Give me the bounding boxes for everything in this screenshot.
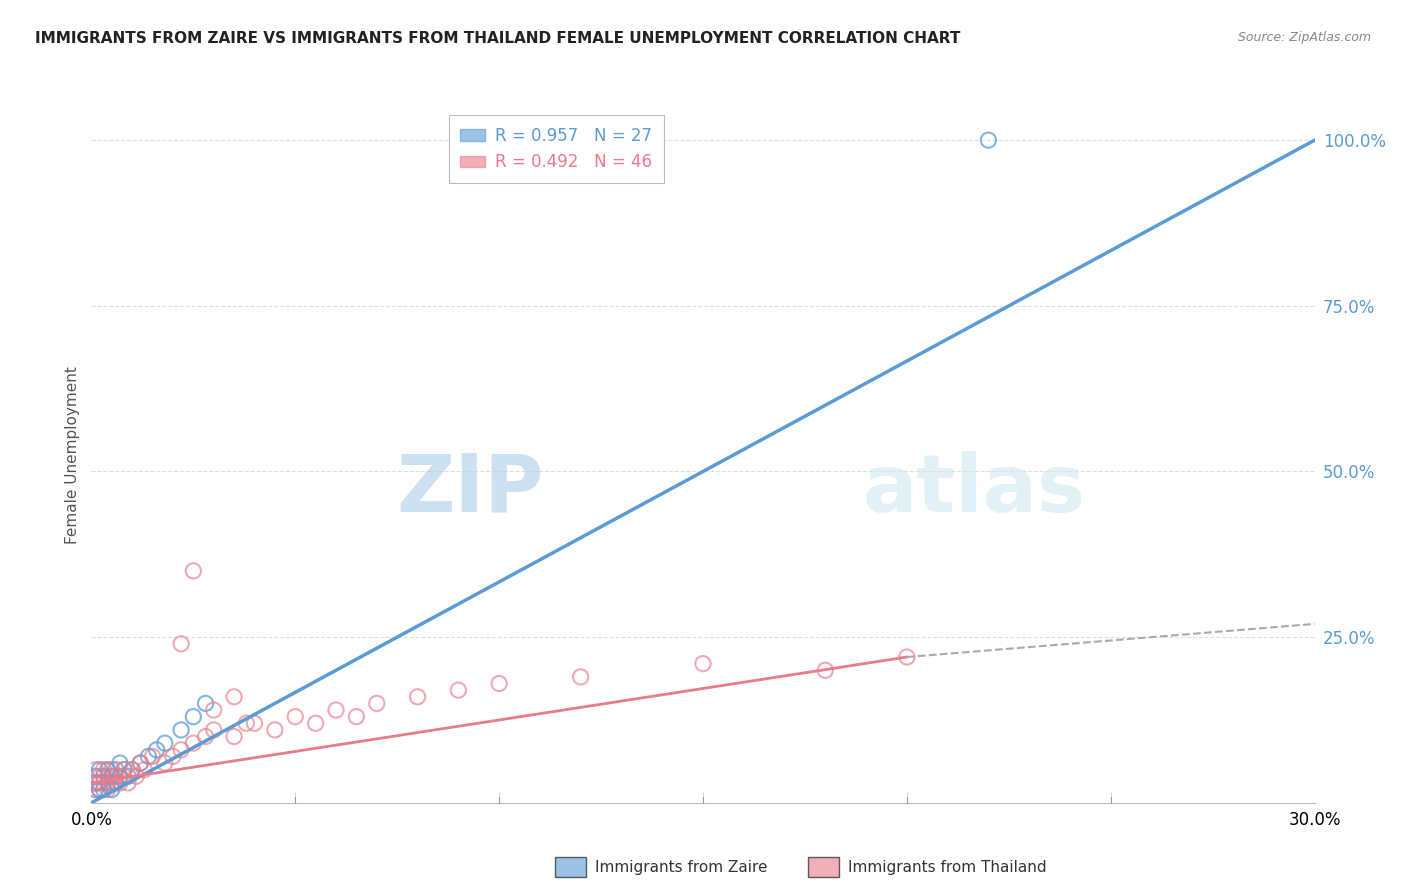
- Point: [194, 697, 217, 711]
- Point: [89, 763, 111, 777]
- Point: [222, 690, 246, 704]
- Point: [112, 763, 135, 777]
- Point: [138, 749, 160, 764]
- Point: [104, 769, 127, 783]
- Point: [366, 697, 388, 711]
- Point: [93, 776, 115, 790]
- Point: [104, 763, 127, 777]
- Point: [117, 776, 139, 790]
- Point: [93, 763, 115, 777]
- Point: [264, 723, 287, 737]
- Point: [488, 676, 510, 690]
- Point: [89, 782, 111, 797]
- Point: [183, 564, 205, 578]
- Point: [692, 657, 714, 671]
- Point: [569, 670, 592, 684]
- Point: [304, 716, 326, 731]
- Point: [101, 782, 124, 797]
- Point: [170, 637, 193, 651]
- Point: [170, 723, 193, 737]
- Point: [406, 690, 429, 704]
- Point: [183, 736, 205, 750]
- Point: [97, 769, 120, 783]
- Point: [183, 709, 205, 723]
- Point: [153, 736, 176, 750]
- Point: [129, 756, 152, 770]
- Point: [101, 763, 124, 777]
- Text: Source: ZipAtlas.com: Source: ZipAtlas.com: [1237, 31, 1371, 45]
- Point: [896, 650, 918, 665]
- Point: [89, 769, 111, 783]
- Point: [112, 763, 135, 777]
- Point: [97, 776, 120, 790]
- Point: [346, 709, 368, 723]
- Legend: R = 0.957   N = 27, R = 0.492   N = 46: R = 0.957 N = 27, R = 0.492 N = 46: [449, 115, 664, 183]
- Point: [145, 743, 167, 757]
- Point: [112, 769, 135, 783]
- Point: [93, 782, 115, 797]
- Text: Immigrants from Thailand: Immigrants from Thailand: [848, 860, 1046, 874]
- Point: [153, 756, 176, 770]
- Point: [89, 782, 111, 797]
- Point: [97, 782, 120, 797]
- Point: [202, 703, 225, 717]
- Point: [84, 776, 107, 790]
- Point: [129, 756, 152, 770]
- Point: [977, 133, 1000, 147]
- Text: atlas: atlas: [862, 450, 1085, 529]
- Point: [162, 749, 184, 764]
- Point: [108, 776, 131, 790]
- Point: [235, 716, 257, 731]
- Point: [104, 776, 127, 790]
- Point: [194, 730, 217, 744]
- Point: [97, 763, 120, 777]
- Point: [284, 709, 307, 723]
- Point: [101, 769, 124, 783]
- Point: [117, 769, 139, 783]
- Point: [84, 782, 107, 797]
- Point: [134, 763, 156, 777]
- Point: [89, 776, 111, 790]
- Point: [108, 756, 131, 770]
- Point: [125, 769, 148, 783]
- Point: [325, 703, 347, 717]
- Point: [202, 723, 225, 737]
- Point: [141, 749, 163, 764]
- Point: [84, 776, 107, 790]
- Point: [101, 776, 124, 790]
- Text: IMMIGRANTS FROM ZAIRE VS IMMIGRANTS FROM THAILAND FEMALE UNEMPLOYMENT CORRELATIO: IMMIGRANTS FROM ZAIRE VS IMMIGRANTS FROM…: [35, 31, 960, 46]
- Point: [243, 716, 266, 731]
- Point: [222, 730, 246, 744]
- Point: [170, 743, 193, 757]
- Point: [93, 769, 115, 783]
- Point: [814, 663, 837, 677]
- Text: ZIP: ZIP: [396, 450, 544, 529]
- Text: Immigrants from Zaire: Immigrants from Zaire: [595, 860, 768, 874]
- Y-axis label: Female Unemployment: Female Unemployment: [65, 366, 80, 544]
- Point: [447, 683, 470, 698]
- Point: [84, 763, 107, 777]
- Point: [108, 769, 131, 783]
- Point: [121, 763, 143, 777]
- Point: [84, 769, 107, 783]
- Point: [121, 763, 143, 777]
